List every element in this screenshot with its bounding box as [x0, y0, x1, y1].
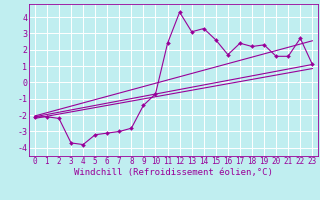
X-axis label: Windchill (Refroidissement éolien,°C): Windchill (Refroidissement éolien,°C) — [74, 168, 273, 177]
